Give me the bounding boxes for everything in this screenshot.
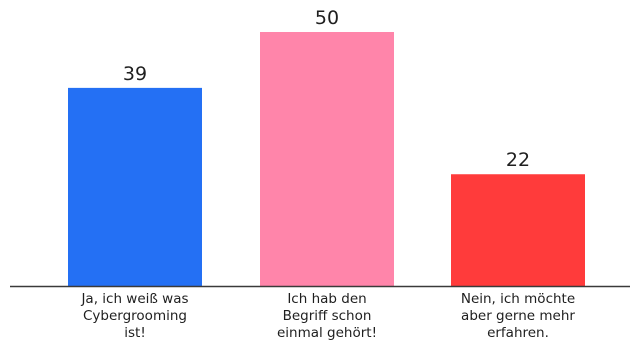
- category-label-3: Nein, ich möchte aber gerne mehr erfahren.: [461, 291, 576, 341]
- category-label-line: Nein, ich möchte: [461, 291, 575, 307]
- bar-3: [451, 174, 585, 286]
- category-label-line: ist!: [124, 325, 146, 341]
- category-label-line: Begriff schon: [283, 308, 372, 324]
- category-label-line: Ja, ich weiß was: [80, 291, 188, 307]
- data-label-3: 22: [506, 149, 530, 171]
- bar-1: [68, 87, 202, 286]
- data-label-2: 50: [315, 7, 339, 29]
- category-label-line: Ich hab den: [287, 291, 366, 307]
- bar-2: [260, 32, 394, 286]
- category-label-line: Cybergrooming: [83, 308, 187, 324]
- category-label-line: aber gerne mehr: [461, 308, 575, 324]
- category-label-2: Ich hab den Begriff schon einmal gehört!: [277, 291, 377, 341]
- category-label-1: Ja, ich weiß was Cybergrooming ist!: [80, 291, 188, 341]
- data-label-1: 39: [123, 63, 147, 85]
- category-label-line: einmal gehört!: [277, 325, 377, 341]
- category-label-line: erfahren.: [487, 325, 549, 341]
